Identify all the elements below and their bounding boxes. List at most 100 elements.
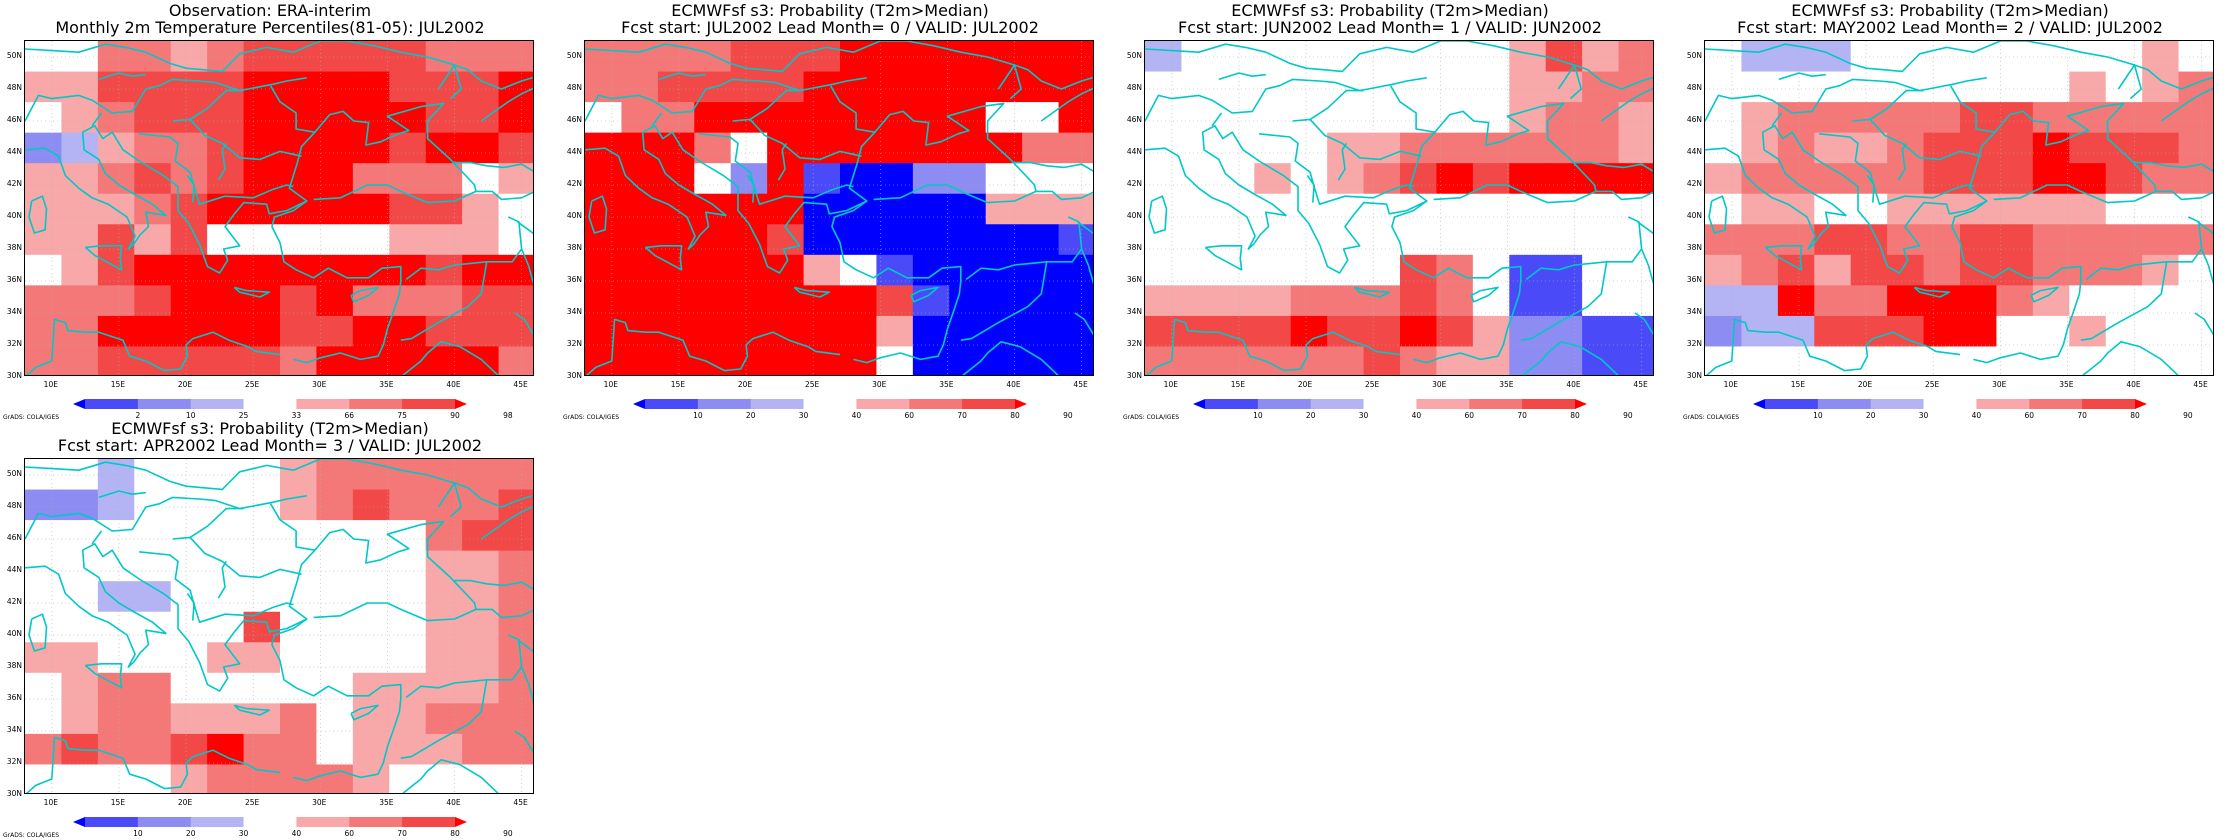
colorbar-arrow-low	[1193, 399, 1205, 409]
map-panel: ECMWFsf s3: Probability (T2m>Median) Fcst…	[560, 0, 1100, 421]
coastline	[25, 520, 477, 692]
coastline	[1211, 112, 1223, 127]
grid-cell	[1923, 346, 1961, 375]
lon-tick-label: 40E	[1566, 380, 1581, 389]
grid-cell	[1181, 132, 1219, 164]
grid-cell	[2142, 132, 2180, 164]
lat-tick-label: 44N	[1686, 147, 1702, 156]
colorbar-segment	[1522, 399, 1576, 409]
coastline	[91, 530, 103, 545]
grid-cell	[1022, 132, 1060, 164]
coastline	[2194, 312, 2213, 336]
lon-tick-label: 40E	[446, 798, 461, 807]
grid-cell	[462, 733, 500, 766]
grid-cell	[912, 285, 950, 317]
grid-cell	[803, 346, 841, 375]
colorbar-segment	[190, 817, 245, 827]
grid-cell	[694, 193, 732, 225]
grid-cell	[97, 703, 135, 735]
lon-tick-label: 15E	[110, 798, 126, 807]
grid-cell	[425, 489, 463, 521]
grid-cell	[425, 520, 463, 552]
grid-cell	[61, 672, 99, 704]
grid-cell	[1472, 102, 1510, 134]
coastline	[1218, 72, 1266, 81]
coastline	[1778, 72, 1826, 81]
grid-cell	[243, 346, 281, 375]
grid-cell	[352, 489, 390, 521]
coastline	[829, 85, 876, 133]
coastline	[480, 505, 533, 540]
grid-cell	[730, 102, 768, 134]
grid-cell	[657, 346, 695, 375]
grid-cell	[1960, 163, 1998, 195]
grid-cell	[1472, 224, 1510, 256]
grid-cell	[170, 459, 208, 491]
coastline	[186, 174, 195, 203]
grid-cell	[1145, 254, 1183, 286]
grid-cell	[1472, 41, 1510, 73]
grid-cell	[316, 285, 354, 317]
coastline	[454, 161, 533, 201]
coastline	[1949, 85, 1996, 133]
grid-cell	[1923, 224, 1961, 256]
grid-cell	[876, 102, 914, 134]
grid-cell	[1363, 315, 1401, 348]
grid-cell	[316, 224, 354, 256]
grid-cell	[1022, 71, 1060, 103]
grid-cell	[134, 285, 172, 317]
grid-cell	[352, 703, 390, 735]
grid-cell	[316, 132, 354, 164]
colorbar-segment	[962, 399, 1016, 409]
coastline	[25, 77, 307, 122]
grid-cell	[985, 193, 1023, 225]
grid-cell	[134, 459, 172, 491]
panel-subtitle: Fcst start: JUL2002 Lead Month= 0 / VALI…	[621, 18, 1039, 37]
colorbar-segment	[1416, 399, 1470, 409]
grid-cell	[25, 254, 63, 286]
coastline	[1706, 318, 1961, 375]
grid-cell	[2105, 102, 2143, 134]
grid-cell	[912, 346, 950, 375]
grid-cell	[25, 581, 63, 613]
grid-cell	[585, 315, 623, 348]
grid-cell	[1400, 102, 1438, 134]
grid-cell	[462, 489, 500, 521]
grid-cell	[730, 346, 768, 375]
grid-cell	[1181, 193, 1219, 225]
coastline	[1470, 286, 1499, 303]
grid-cell	[97, 224, 135, 256]
grid-cell	[352, 346, 390, 375]
lon-tick-label: 20E	[177, 798, 193, 807]
grid-cell	[767, 315, 805, 348]
colorbar-label: 90	[1063, 411, 1073, 420]
grid-cell	[1436, 71, 1474, 103]
lat-tick-label: 38N	[1126, 243, 1142, 252]
lat-tick-label: 42N	[6, 597, 22, 606]
grid-cell	[949, 254, 987, 286]
coastline	[793, 286, 831, 298]
grid-cell	[389, 703, 427, 735]
grid-cell	[2178, 285, 2213, 317]
coastline	[28, 195, 48, 234]
grid-cell	[1923, 315, 1961, 348]
grid-cell	[767, 71, 805, 103]
grid-cell	[1436, 132, 1474, 164]
colorbar-segment	[697, 399, 752, 409]
grid-cell	[730, 41, 768, 73]
coastline	[520, 666, 533, 704]
grid-cell	[2105, 132, 2143, 164]
grid-cell	[207, 315, 245, 348]
grid-cell	[1400, 193, 1438, 225]
panel-subtitle: Fcst start: MAY2002 Lead Month= 2 / VALI…	[1737, 18, 2163, 37]
lat-tick-label: 42N	[566, 179, 582, 188]
grid-cell	[352, 132, 390, 164]
grid-cell	[1996, 41, 2034, 73]
colorbar	[633, 399, 1027, 409]
grid-cell	[2105, 254, 2143, 286]
coastline	[400, 679, 488, 759]
colorbar-label: 40	[291, 829, 302, 838]
grid-cell	[730, 71, 768, 103]
coastline	[25, 41, 463, 100]
coastline	[269, 503, 316, 551]
